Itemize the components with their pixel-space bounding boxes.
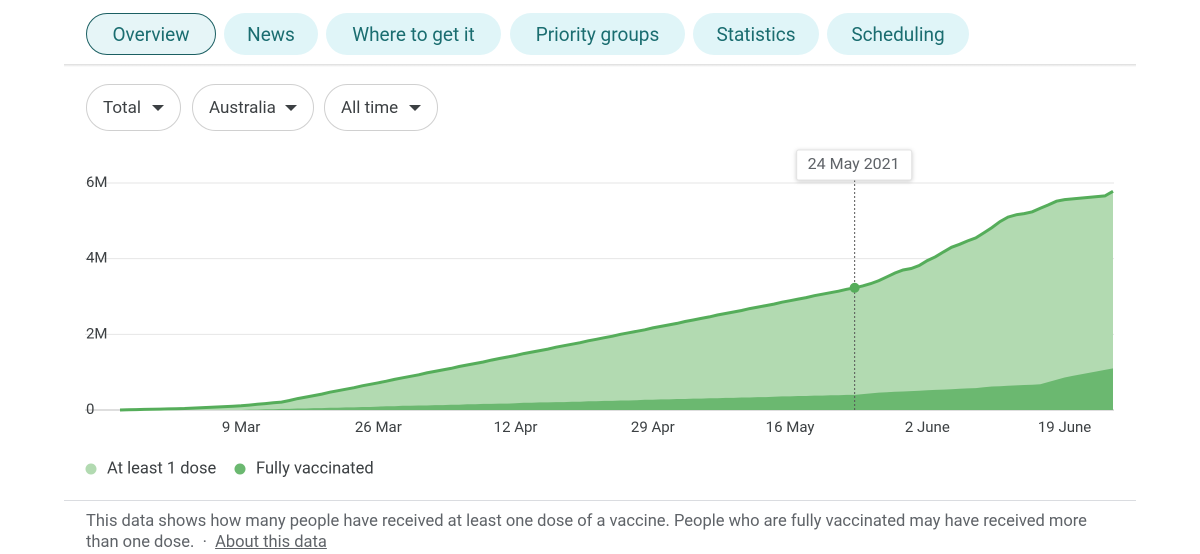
footer: This data shows how many people have rec… <box>86 511 1116 553</box>
tab[interactable]: News <box>224 13 318 55</box>
legend-dot <box>85 463 97 475</box>
tab[interactable]: Overview <box>86 13 216 55</box>
hover-point <box>849 282 860 293</box>
x-tick-label: 9 Mar <box>222 418 261 436</box>
about-link[interactable]: About this data <box>215 533 327 552</box>
dropdown-arrow <box>152 105 164 111</box>
filter-dropdown[interactable]: All time <box>324 84 438 131</box>
tab[interactable]: Statistics <box>693 13 819 55</box>
dropdown-arrow <box>285 105 297 111</box>
filter-label: Australia <box>209 97 276 118</box>
filter-dropdown[interactable]: Total <box>86 84 181 131</box>
y-tick-label: 4M <box>86 249 108 267</box>
x-tick-label: 16 May <box>766 418 815 436</box>
legend-label: Fully vaccinated <box>256 459 374 478</box>
separator: · <box>202 533 207 552</box>
tab[interactable]: Priority groups <box>510 13 685 55</box>
header-shadow <box>64 64 1136 67</box>
dropdown-arrow <box>409 105 421 111</box>
area <box>120 368 1113 410</box>
y-tick-label: 2M <box>86 324 108 342</box>
legend-dot <box>234 463 246 475</box>
tab[interactable]: Scheduling <box>827 13 969 55</box>
chart: 0 2M 4M 6M 9 Mar 26 Mar 12 Apr 29 Apr 16 May 2 Ju… <box>85 149 1114 478</box>
line <box>119 189 1114 412</box>
x-tick-label: 2 June <box>905 418 950 436</box>
filter-dropdown[interactable]: Australia <box>192 84 314 131</box>
tooltip-box <box>796 149 913 181</box>
x-tick-label: 19 June <box>1038 418 1091 436</box>
filter-label: Total <box>103 97 141 118</box>
tab[interactable]: Where to get it <box>326 13 501 55</box>
x-tick-label: 29 Apr <box>631 418 675 436</box>
footer-text: This data shows how many people have rec… <box>86 512 1087 552</box>
divider <box>64 500 1136 501</box>
y-tick-label: 6M <box>86 173 108 191</box>
area <box>120 191 1113 410</box>
legend-label: At least 1 dose <box>107 459 216 478</box>
x-tick-label: 26 Mar <box>355 418 402 436</box>
tooltip-label: 24 May 2021 <box>808 154 900 173</box>
x-tick-label: 12 Apr <box>494 418 538 436</box>
y-tick-label: 0 <box>86 400 94 418</box>
filter-label: All time <box>341 97 399 118</box>
